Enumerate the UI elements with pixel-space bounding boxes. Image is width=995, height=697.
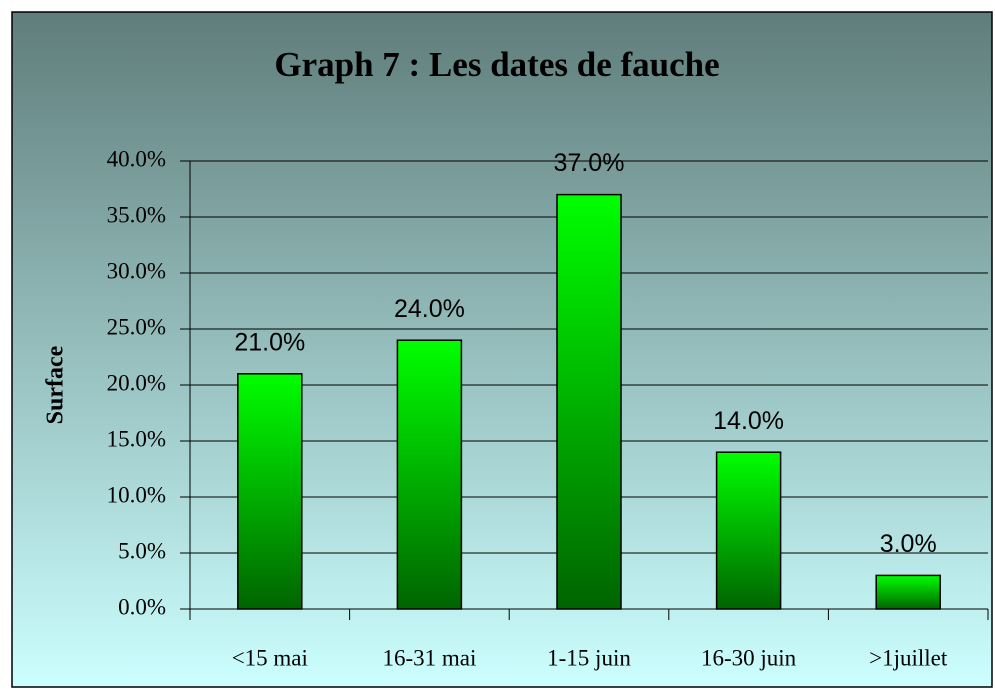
- value-label: 14.0%: [713, 407, 784, 435]
- y-axis-label: Surface: [43, 345, 69, 424]
- bar: [237, 373, 303, 610]
- bar: [556, 193, 622, 610]
- x-tick-label: 16-30 juin: [701, 645, 797, 670]
- x-tick-label: <15 mai: [232, 645, 308, 670]
- x-tick-label: 1-15 juin: [547, 645, 631, 670]
- y-tick-label: 10.0%: [107, 482, 166, 507]
- value-label: 21.0%: [234, 328, 305, 356]
- chart-title: Graph 7 : Les dates de fauche: [274, 45, 719, 84]
- bar: [875, 574, 941, 610]
- y-tick-label: 40.0%: [107, 146, 166, 171]
- x-tick-label: >1juillet: [869, 645, 948, 670]
- value-label: 37.0%: [554, 149, 625, 177]
- y-tick-label: 30.0%: [107, 258, 166, 283]
- y-tick-label: 0.0%: [118, 594, 166, 619]
- value-label: 24.0%: [394, 295, 465, 323]
- value-label: 3.0%: [880, 530, 937, 558]
- x-tick-label: 16-31 mai: [382, 645, 476, 670]
- chart-background: [11, 11, 993, 688]
- y-tick-label: 5.0%: [118, 538, 166, 563]
- bar: [396, 339, 463, 610]
- y-tick-label: 15.0%: [107, 426, 166, 451]
- y-tick-label: 20.0%: [107, 370, 166, 395]
- bar: [715, 451, 782, 610]
- y-tick-label: 35.0%: [107, 202, 166, 227]
- y-tick-label: 25.0%: [107, 314, 166, 339]
